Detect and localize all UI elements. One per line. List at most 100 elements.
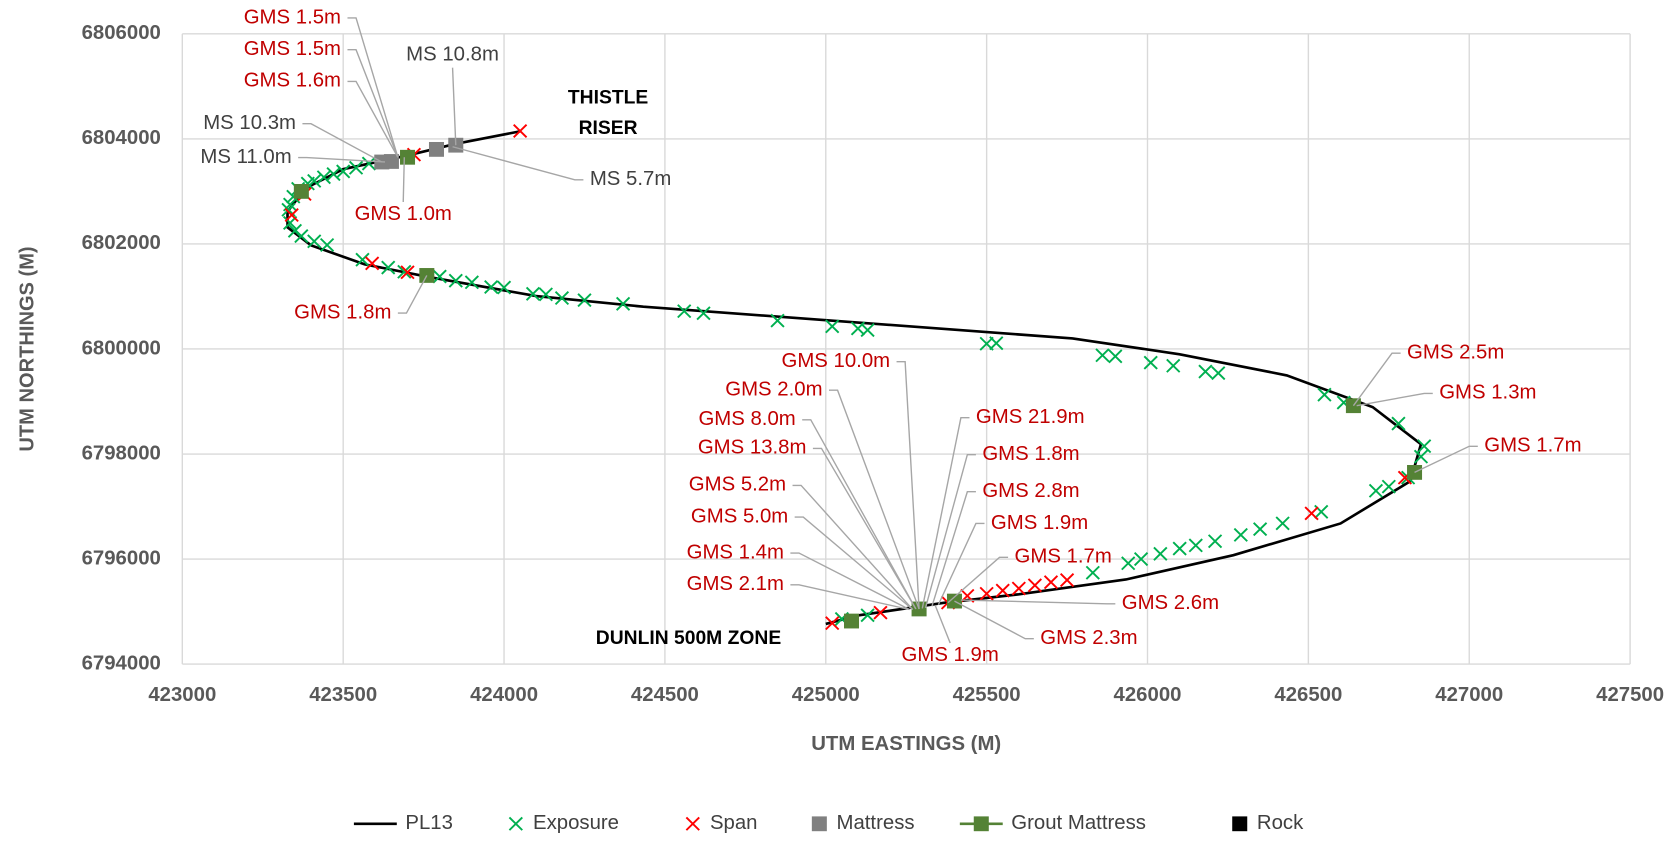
annotation-label: MS 5.7m [590, 168, 671, 190]
annotation-label: GMS 1.3m [1439, 382, 1536, 404]
point [284, 208, 299, 223]
x-tick-label: 424500 [631, 684, 699, 706]
leader-line [896, 360, 920, 609]
point [1368, 483, 1384, 498]
legend-swatch [1232, 816, 1248, 832]
point [496, 280, 512, 295]
annotation-label: GMS 1.6m [244, 70, 341, 92]
point [1153, 546, 1168, 561]
legend-swatch [973, 816, 989, 832]
leader-line [924, 454, 976, 609]
leader-line [298, 156, 386, 163]
point [696, 306, 711, 321]
annotation-label: GMS 1.8m [982, 443, 1079, 465]
x-tick-label: 427500 [1596, 684, 1664, 706]
point [448, 273, 463, 288]
y-tick-label: 6804000 [82, 127, 161, 149]
leader-line [954, 600, 1034, 640]
legend-swatch [508, 816, 523, 831]
point [1095, 348, 1110, 363]
annotation-label: GMS 1.0m [355, 203, 452, 225]
point [1085, 565, 1100, 580]
point [513, 123, 528, 139]
point [946, 593, 962, 609]
point [1207, 534, 1223, 549]
point [525, 286, 541, 301]
point [860, 608, 875, 623]
leader-line [921, 417, 970, 609]
point [989, 336, 1004, 351]
annotation-label: GMS 1.5m [244, 38, 341, 60]
annotation-label: GMS 1.4m [687, 541, 784, 563]
y-axis-title: UTM NORTHINGS (M) [16, 246, 38, 451]
point [316, 170, 331, 185]
y-tick-label: 6796000 [82, 547, 161, 569]
leader-line [347, 80, 399, 158]
x-tick-label: 423000 [148, 684, 216, 706]
leader-line [347, 49, 399, 158]
point [1252, 522, 1268, 537]
point [326, 167, 341, 182]
leader-line [402, 157, 406, 202]
point [825, 319, 840, 334]
point [577, 293, 592, 308]
annotation-label: MS 10.8m [406, 43, 499, 65]
point [319, 237, 335, 252]
leader-line [812, 447, 917, 610]
point [873, 605, 888, 620]
point [554, 291, 570, 306]
legend-label: Grout Mattress [1011, 812, 1146, 834]
annotation-label: GMS 2.3m [1040, 627, 1137, 649]
point [1304, 506, 1319, 521]
point [538, 287, 553, 302]
leader-line [790, 584, 910, 611]
point [1233, 527, 1248, 542]
x-axis-title: UTM EASTINGS (M) [811, 733, 1001, 755]
legend-label: Exposure [533, 812, 619, 834]
point [1417, 439, 1432, 454]
annotation-label: GMS 21.9m [976, 406, 1085, 428]
point [1011, 581, 1026, 596]
point [400, 149, 416, 165]
point [1133, 552, 1149, 567]
point [1108, 349, 1123, 364]
point [1143, 355, 1158, 370]
leader-line [347, 17, 399, 158]
leader-line [790, 552, 910, 611]
leader-line [451, 67, 457, 146]
point [825, 616, 840, 631]
point [1027, 578, 1043, 593]
point [381, 260, 396, 275]
point [428, 141, 444, 157]
leader-line [1356, 392, 1433, 407]
y-tick-label: 6800000 [82, 337, 161, 359]
y-tick-label: 6802000 [82, 232, 161, 254]
point [1211, 366, 1226, 381]
x-tick-label: 425500 [953, 684, 1021, 706]
point [615, 296, 631, 311]
point [432, 269, 447, 284]
leader-line [960, 599, 1116, 605]
leader-line [937, 522, 985, 606]
x-tick-label: 426000 [1114, 684, 1182, 706]
legend-label: PL13 [405, 812, 453, 834]
point [383, 154, 399, 169]
point [677, 304, 692, 319]
annotation-label: MS 10.3m [203, 112, 296, 134]
annotation-label: GMS 13.8m [698, 437, 807, 459]
annotation-label: GMS 1.7m [1015, 546, 1112, 568]
leader-line [792, 484, 914, 610]
point [860, 323, 875, 338]
point [844, 613, 860, 629]
leader-line [931, 491, 976, 607]
place-label: THISTLE RISER [568, 87, 649, 139]
point [1121, 556, 1136, 571]
point [1188, 538, 1203, 553]
point [293, 184, 309, 199]
leader-line [828, 389, 920, 610]
point [484, 279, 499, 295]
annotation-label: GMS 2.6m [1122, 592, 1219, 614]
point [1059, 573, 1075, 588]
